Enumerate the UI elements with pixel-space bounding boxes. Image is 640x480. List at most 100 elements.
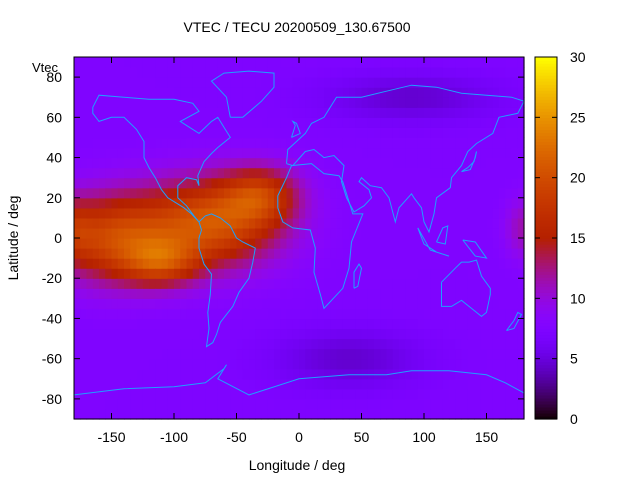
heatmap-cell [392, 378, 400, 390]
heatmap-cell [255, 308, 263, 320]
heatmap-cell [124, 308, 131, 320]
heatmap-cell [211, 368, 219, 380]
heatmap-cell [380, 398, 388, 410]
heatmap-cell [155, 187, 163, 199]
heatmap-cell [449, 238, 456, 249]
heatmap-cell [205, 117, 213, 128]
heatmap-cell [205, 157, 213, 169]
heatmap-cell [149, 107, 156, 118]
heatmap-cell [461, 137, 469, 149]
heatmap-cell [417, 378, 425, 390]
heatmap-cell [386, 167, 394, 179]
heatmap-cell [199, 197, 206, 209]
heatmap-cell [342, 358, 350, 370]
heatmap-cell [361, 157, 369, 169]
heatmap-cell [280, 227, 288, 239]
heatmap-cell [442, 368, 450, 380]
heatmap-cell [317, 147, 325, 159]
heatmap-cell [286, 268, 294, 279]
heatmap-cell [99, 238, 106, 249]
heatmap-cell [461, 278, 469, 289]
heatmap-cell [392, 408, 400, 420]
heatmap-cell [442, 107, 450, 118]
heatmap-cell [155, 328, 163, 340]
heatmap-cell [367, 77, 375, 88]
heatmap-cell [217, 358, 225, 370]
heatmap-cell [424, 248, 431, 259]
heatmap-cell [167, 67, 175, 78]
colorbar-segment [535, 262, 557, 266]
heatmap-cell [430, 238, 438, 249]
heatmap-cell [242, 358, 250, 370]
colorbar-segment [535, 93, 557, 97]
heatmap-cell [374, 278, 381, 289]
heatmap-cell [174, 77, 181, 88]
heatmap-cell [224, 248, 231, 259]
heatmap-cell [330, 258, 338, 269]
heatmap-cell [386, 107, 394, 118]
heatmap-cell [292, 308, 300, 320]
heatmap-cell [199, 388, 206, 400]
heatmap-cell [286, 298, 294, 309]
heatmap-cell [99, 187, 106, 199]
heatmap-cell [499, 368, 506, 380]
heatmap-cell [186, 338, 194, 350]
heatmap-cell [411, 318, 419, 330]
heatmap-cell [461, 258, 469, 269]
heatmap-cell [186, 167, 194, 179]
heatmap-cell [517, 197, 525, 209]
heatmap-cell [467, 368, 475, 380]
heatmap-cell [74, 358, 81, 370]
heatmap-cell [424, 398, 431, 410]
heatmap-cell [92, 87, 100, 98]
heatmap-cell [342, 77, 350, 88]
heatmap-cell [205, 248, 213, 259]
heatmap-cell [411, 338, 419, 350]
heatmap-cell [405, 217, 413, 229]
colorbar-segment [535, 72, 557, 76]
heatmap-cell [149, 298, 156, 309]
heatmap-cell [186, 87, 194, 98]
heatmap-cell [442, 288, 450, 299]
heatmap-cell [467, 278, 475, 289]
heatmap-cell [261, 117, 269, 128]
heatmap-cell [374, 87, 381, 98]
heatmap-cell [417, 408, 425, 420]
heatmap-cell [117, 278, 125, 289]
heatmap-cell [217, 238, 225, 249]
heatmap-cell [92, 358, 100, 370]
heatmap-cell [105, 197, 113, 209]
heatmap-cell [486, 137, 494, 149]
heatmap-cell [99, 147, 106, 159]
heatmap-cell [317, 388, 325, 400]
heatmap-cell [411, 388, 419, 400]
heatmap-cell [311, 187, 319, 199]
heatmap-cell [255, 57, 263, 68]
heatmap-cell [192, 408, 200, 420]
heatmap-cell [505, 268, 513, 279]
heatmap-cell [442, 227, 450, 239]
heatmap-cell [399, 318, 406, 330]
heatmap-cell [392, 268, 400, 279]
heatmap-cell [261, 227, 269, 239]
heatmap-cell [480, 358, 488, 370]
heatmap-cell [249, 238, 256, 249]
heatmap-cell [167, 378, 175, 390]
heatmap-cell [274, 117, 281, 128]
colorbar-segment [535, 171, 557, 176]
heatmap-cell [486, 177, 494, 189]
heatmap-cell [74, 77, 81, 88]
heatmap-cell [249, 268, 256, 279]
heatmap-cell [230, 177, 238, 189]
heatmap-cell [330, 408, 338, 420]
heatmap-cell [261, 87, 269, 98]
heatmap-cell [199, 137, 206, 149]
heatmap-cell [280, 318, 288, 330]
heatmap-cell [86, 308, 94, 320]
heatmap-cell [499, 167, 506, 179]
heatmap-cell [355, 57, 363, 68]
heatmap-cell [211, 147, 219, 159]
heatmap-cell [355, 157, 363, 169]
heatmap-cell [167, 348, 175, 360]
heatmap-cell [405, 177, 413, 189]
